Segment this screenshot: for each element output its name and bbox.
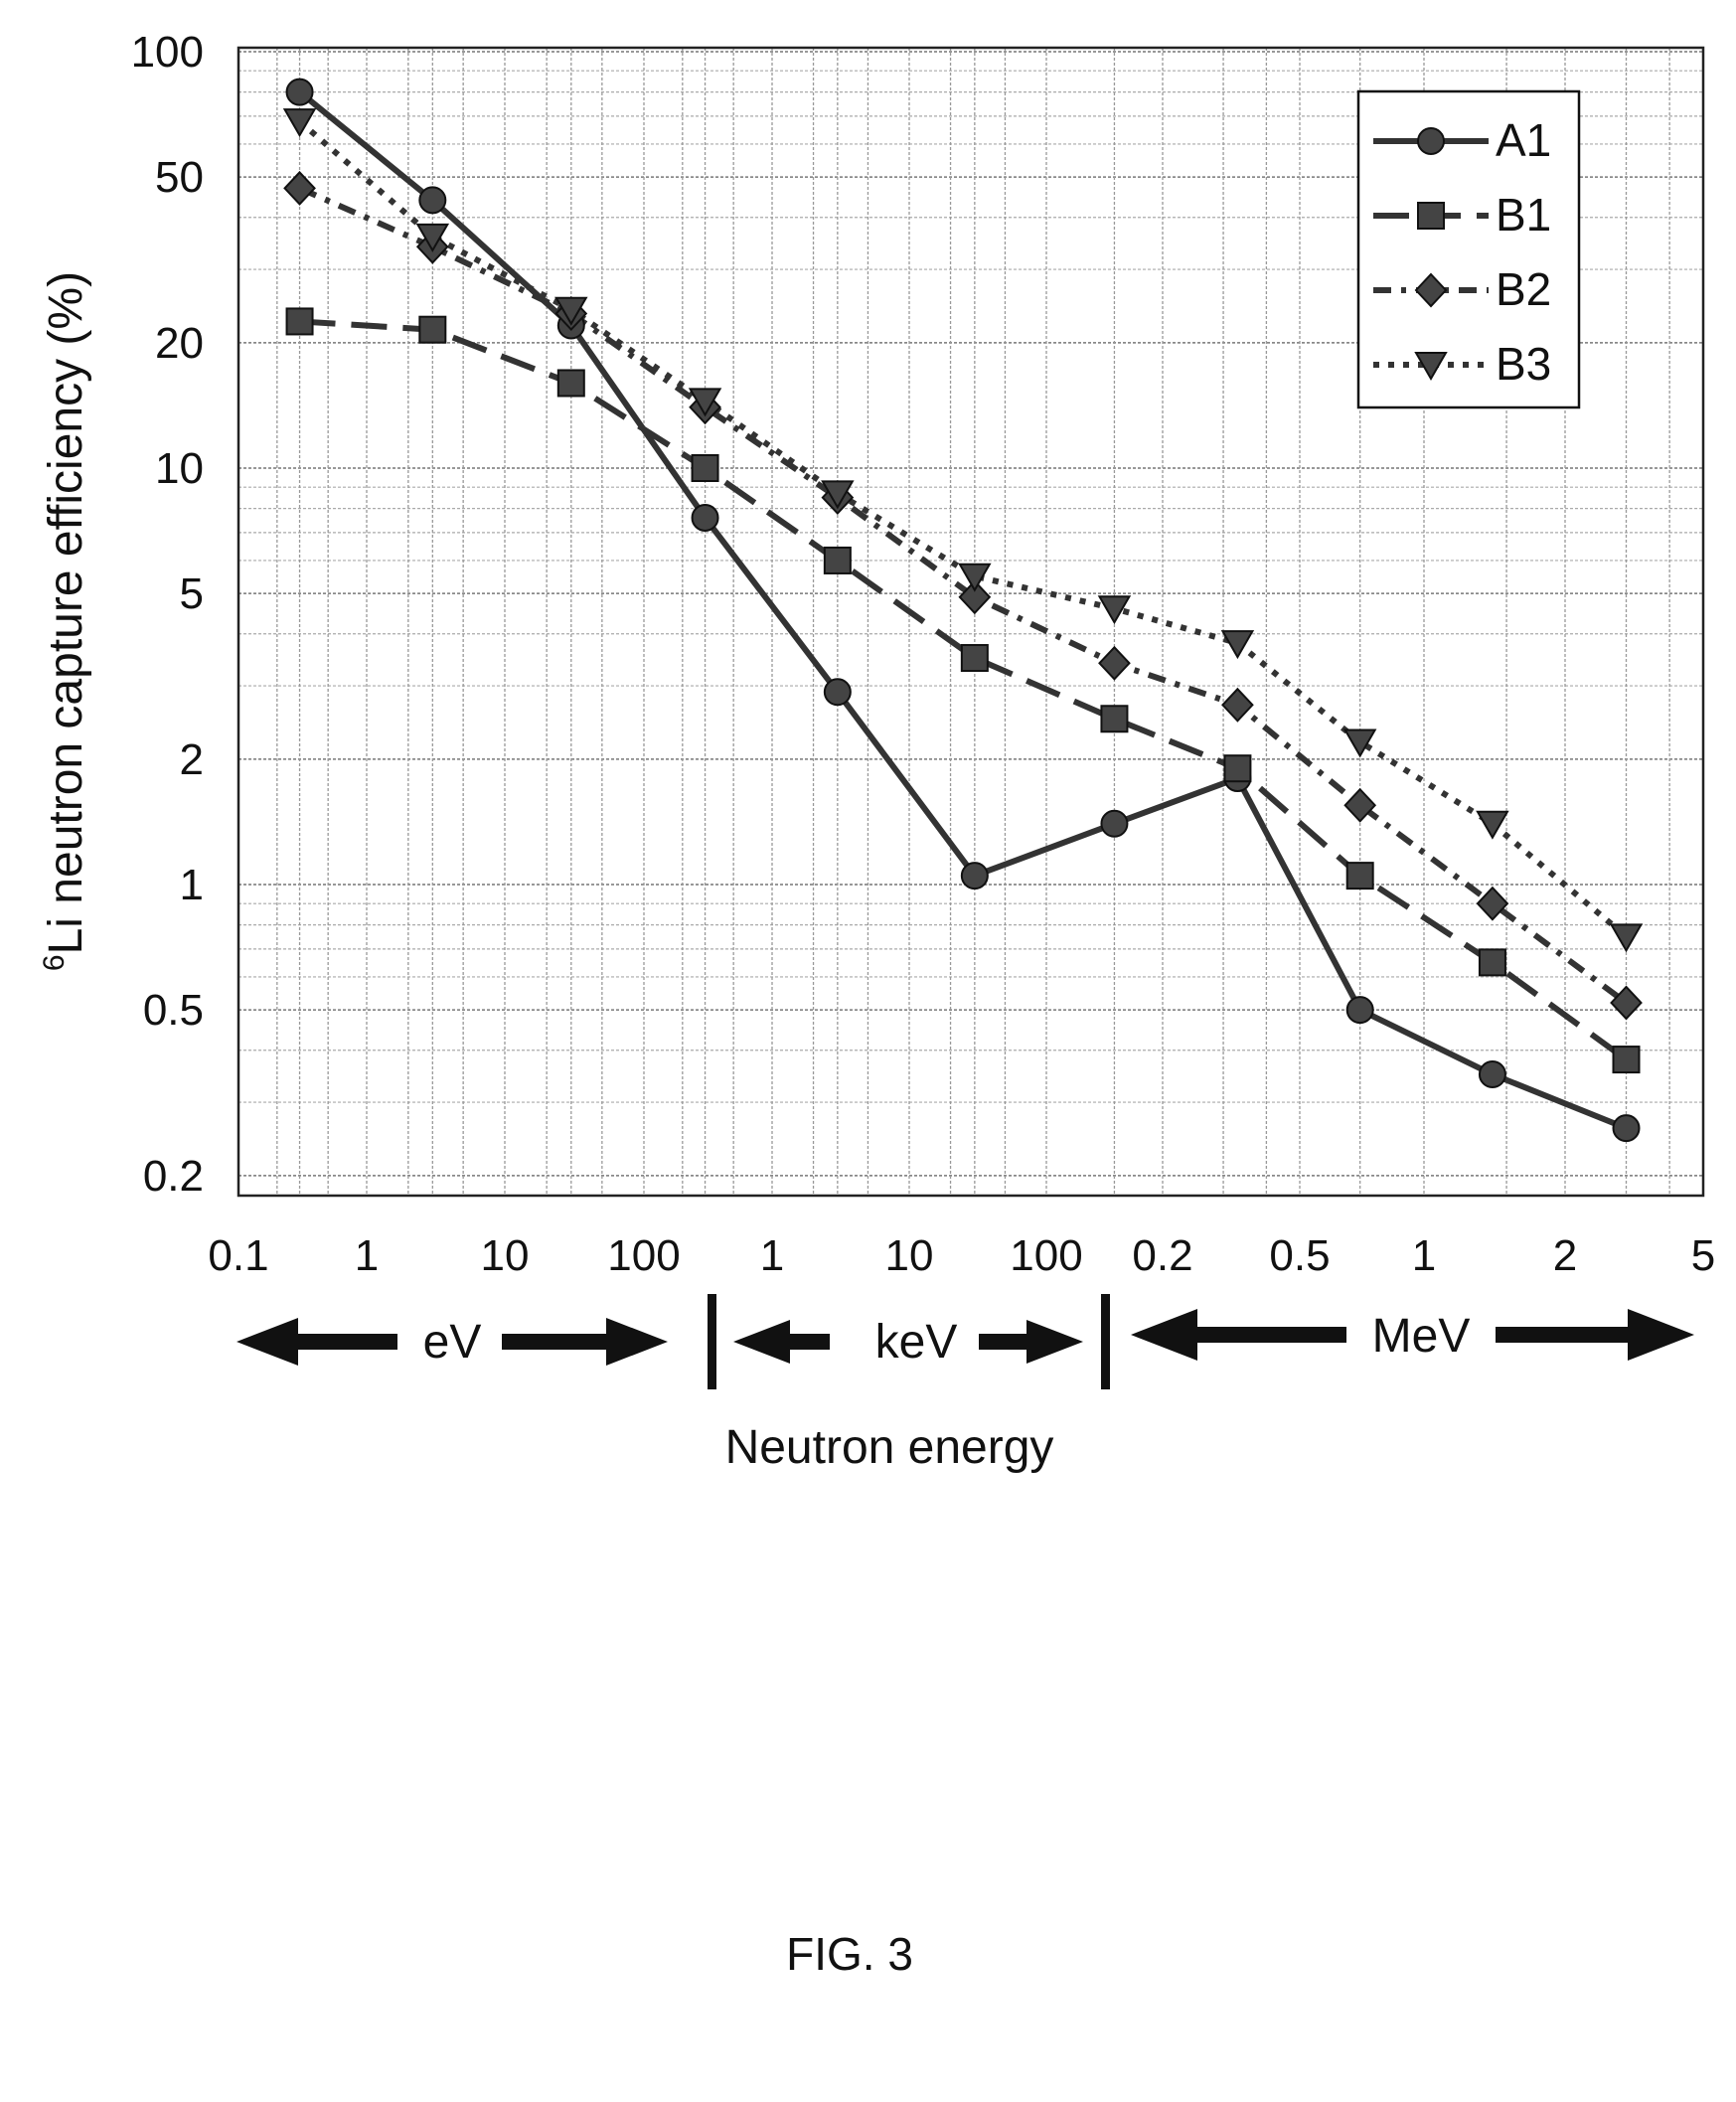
data-point-a1 [418,186,447,215]
data-point-a1 [823,678,852,707]
legend-label-b3: B3 [1496,338,1551,390]
y-tick-label: 1 [180,861,204,909]
data-point-a1 [1612,1114,1641,1143]
y-tick-label: 0.2 [143,1152,204,1201]
data-point-b2 [1221,687,1254,723]
plot-grid [237,48,1704,1196]
x-axis-label: Neutron energy [725,1421,1054,1474]
legend-label-b1: B1 [1496,189,1551,241]
y-tick-label: 50 [155,153,204,202]
legend-label-b2: B2 [1496,263,1551,315]
arrow-left-icon [237,1318,397,1366]
legend: A1 B1 B2 B3 [1356,89,1581,409]
x-tick-label: 0.5 [1269,1231,1330,1280]
y-tick-label: 20 [155,319,204,368]
data-point-b2 [283,170,316,206]
series-markers [282,78,1644,1143]
series-line-b3 [297,118,1629,939]
y-tick-label: 10 [155,444,204,493]
data-point-a1 [691,503,719,532]
x-tick-label: 2 [1553,1231,1577,1280]
x-tick-labels: 0.1 1 10 100 1 10 100 0.2 0.5 1 2 5 [208,1231,1715,1280]
data-point-b3 [1097,595,1132,625]
x-tick-label: 100 [1010,1231,1082,1280]
x-tick-label: 10 [481,1231,530,1280]
x-tick-label: 1 [1412,1231,1436,1280]
data-point-b1 [418,315,447,344]
legend-samples [1373,127,1489,382]
y-tick-label: 0.5 [143,986,204,1035]
series-line-b2 [298,185,1629,1006]
mev-range-indicator: MeV [1131,1309,1694,1363]
data-point-b3 [688,388,722,417]
data-point-b3 [282,108,317,138]
arrow-right-icon [979,1320,1083,1364]
data-point-b2 [1343,787,1377,823]
arrow-right-icon [1496,1309,1694,1361]
range-divider [1101,1294,1110,1389]
data-point-a1 [285,78,314,106]
data-point-b1 [1100,705,1129,733]
data-point-b2 [1098,645,1131,681]
ev-range-label: eV [423,1316,482,1369]
y-tick-label: 5 [180,569,204,618]
x-tick-label: 100 [607,1231,680,1280]
data-point-b2 [958,579,992,615]
data-point-b3 [1342,728,1377,758]
data-point-b1 [556,369,585,398]
y-axis-title: 6Li neutron capture efficiency (%) [38,271,92,971]
x-tick-label: 1 [760,1231,784,1280]
y-axis-label: Li neutron capture efficiency (%) [40,271,92,954]
y-axis-superscript: 6 [38,954,71,971]
x-tick-label: 0.2 [1132,1231,1192,1280]
data-point-b1 [1612,1046,1641,1074]
data-point-b1 [1223,754,1252,783]
legend-marker-b3 [1414,352,1448,382]
legend-marker-b1 [1417,202,1445,230]
data-point-b1 [1478,948,1506,977]
data-point-b1 [823,546,852,574]
data-point-b3 [1609,923,1644,953]
data-point-b3 [958,563,992,592]
data-point-b1 [960,644,989,673]
data-point-b1 [691,454,719,482]
svg-text:6Li neutron capture efficiency: 6Li neutron capture efficiency (%) [38,271,92,971]
data-point-a1 [1100,809,1129,838]
mev-range-label: MeV [1372,1310,1471,1363]
data-point-b3 [821,480,855,510]
data-point-b3 [1220,630,1255,660]
y-tick-label: 2 [180,735,204,784]
data-point-b1 [285,307,314,336]
arrow-left-icon [733,1320,830,1364]
kev-range-label: keV [875,1316,958,1369]
data-point-b2 [1610,985,1643,1021]
legend-marker-a1 [1417,127,1445,155]
x-tick-label: 10 [885,1231,934,1280]
series-line-b1 [299,318,1629,1062]
plot-frame [237,46,1705,1198]
arrow-right-icon [502,1318,668,1366]
data-point-a1 [1345,996,1374,1025]
data-point-b3 [1476,810,1509,840]
y-tick-label: 100 [131,28,204,77]
arrow-left-icon [1131,1309,1346,1361]
kev-range-indicator: keV [733,1316,1083,1369]
x-tick-label: 5 [1691,1231,1715,1280]
data-point-b1 [1345,862,1374,890]
data-point-b3 [415,223,450,252]
range-divider [708,1294,716,1389]
legend-marker-b2 [1414,272,1448,308]
data-point-b3 [554,296,588,326]
ev-range-indicator: eV [237,1316,668,1369]
unit-range-indicators: eV keV MeV [237,1294,1694,1389]
x-tick-label: 0.1 [208,1231,268,1280]
legend-label-a1: A1 [1496,114,1551,166]
y-tick-labels: 100 50 20 10 5 2 1 0.5 0.2 [131,28,204,1201]
figure-caption: FIG. 3 [786,1928,913,1980]
data-point-a1 [1478,1060,1506,1089]
data-point-b2 [1476,886,1509,921]
data-point-a1 [960,862,989,890]
x-tick-label: 1 [355,1231,379,1280]
